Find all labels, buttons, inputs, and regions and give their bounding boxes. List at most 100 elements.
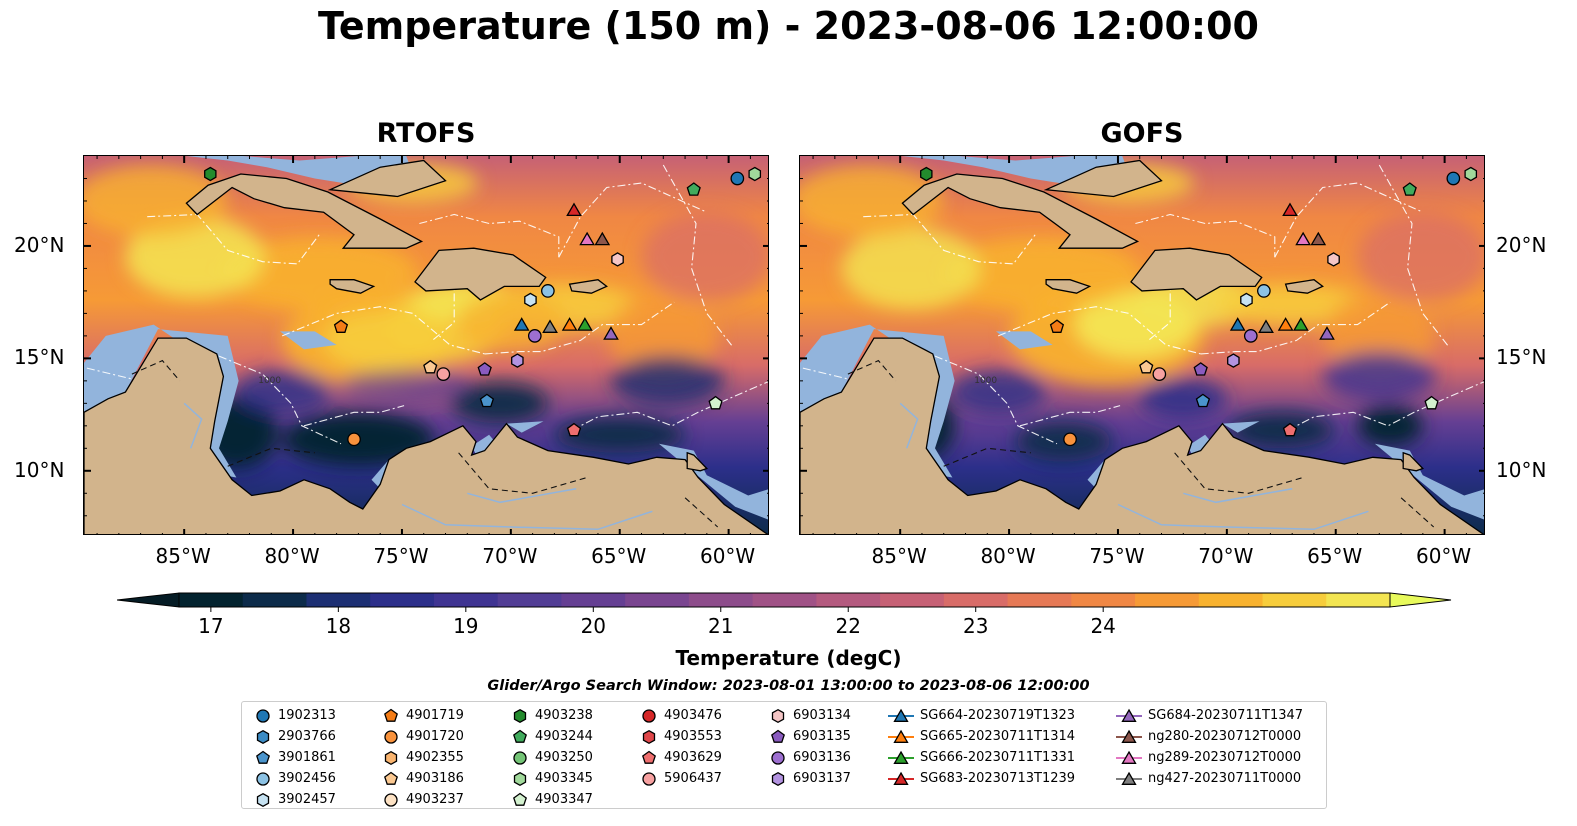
landmass xyxy=(1043,159,1163,198)
temperature-feature xyxy=(125,216,265,298)
legend-label: 1902313 xyxy=(278,708,336,723)
colorbar-segment xyxy=(688,593,754,607)
legend-item: ng280-20230712T0000 xyxy=(1116,726,1303,747)
colorbar-segment xyxy=(179,593,244,607)
map-marker-SG684-20230711T1347 xyxy=(1319,326,1335,340)
legend-marker-icon xyxy=(893,708,909,722)
legend-item: ng289-20230712T0000 xyxy=(1116,747,1303,768)
legend-item: 4903629 xyxy=(640,747,722,768)
landmass xyxy=(1402,451,1424,472)
landmass xyxy=(686,451,708,472)
lon-tick-label: 80°W xyxy=(264,544,320,568)
map-marker-4903186 xyxy=(423,359,438,374)
legend-marker-icon xyxy=(642,750,656,764)
colorbar-segment xyxy=(1135,593,1200,607)
temperature-feature xyxy=(340,369,472,402)
temperature-feature xyxy=(611,356,725,406)
legend-label: 6903136 xyxy=(793,750,851,765)
legend-item: 6903134 xyxy=(769,705,851,726)
map-marker-4903244 xyxy=(1402,182,1417,196)
lon-tick-label: 65°W xyxy=(1307,544,1363,568)
landmass xyxy=(84,337,768,534)
colorbar-label: Temperature (degC) xyxy=(675,646,902,670)
legend-marker-icon xyxy=(893,729,909,743)
map-marker-6903135 xyxy=(1193,362,1208,376)
eez-boundary xyxy=(863,213,1036,265)
country-border xyxy=(847,359,897,382)
legend-marker-icon xyxy=(771,750,785,765)
landmass xyxy=(1130,247,1263,301)
colorbar-tick-label: 24 xyxy=(1090,614,1115,638)
colorbar-segment xyxy=(1262,593,1327,607)
legend-marker-icon xyxy=(256,771,270,786)
map-marker-SG683-20230713T1239 xyxy=(1282,202,1298,217)
temperature-feature xyxy=(221,236,418,309)
legend-item: SG664-20230719T1323 xyxy=(888,705,1075,726)
map-marker-SG683-20230713T1239 xyxy=(566,202,582,217)
map-marker-4903345 xyxy=(748,166,762,182)
legend-marker-icon xyxy=(384,792,398,807)
colorbar-segment xyxy=(306,593,371,607)
isobath-label: 1000 xyxy=(974,376,997,386)
legend-item: SG666-20230711T1331 xyxy=(888,747,1075,768)
eez-boundary xyxy=(281,306,485,355)
eez-boundary xyxy=(303,405,405,427)
legend-item: 4903237 xyxy=(382,789,464,810)
lon-tick-label: 60°W xyxy=(699,544,756,568)
map-marker-ng427-20230711T0000 xyxy=(1258,319,1274,333)
landmass xyxy=(185,173,424,249)
country-border xyxy=(227,447,315,467)
figure-title: Temperature (150 m) - 2023-08-06 12:00:0… xyxy=(317,4,1259,48)
map-marker-4901720 xyxy=(1063,432,1077,447)
map-marker-ng280-20230712T0000 xyxy=(594,231,611,246)
legend-label: 4903553 xyxy=(664,729,722,744)
eez-boundary xyxy=(147,213,320,265)
temperature-feature xyxy=(1357,212,1484,303)
map-gofs[interactable]: 1000 xyxy=(799,155,1485,535)
lat-tick-label-right: 10°N xyxy=(1496,457,1547,482)
river xyxy=(899,402,919,449)
map-marker-4903629 xyxy=(1282,422,1298,437)
lat-tick-label-left: 20°N xyxy=(14,232,65,257)
map-marker-SG665-20230711T1314 xyxy=(561,317,578,331)
landmass xyxy=(414,247,547,301)
eez-boundary xyxy=(484,301,675,355)
legend-marker-icon xyxy=(256,708,270,723)
legend-label: ng427-20230711T0000 xyxy=(1148,771,1302,786)
landmass xyxy=(327,159,447,198)
colorbar-tick-label: 19 xyxy=(453,614,478,638)
lon-tick-label: 65°W xyxy=(591,544,647,568)
eez-boundary xyxy=(662,164,734,348)
colorbar-tick-label: 23 xyxy=(963,614,988,638)
shallow-shelf xyxy=(996,331,1053,350)
legend-item: 4901719 xyxy=(382,705,464,726)
legend-marker-icon xyxy=(384,729,398,744)
map-marker-6903134 xyxy=(611,252,624,267)
legend-marker-icon xyxy=(384,750,398,765)
shallow-shelf xyxy=(280,331,337,350)
eez-boundary xyxy=(1019,405,1121,427)
map-marker-3902457 xyxy=(524,292,537,308)
legend-label: 4903250 xyxy=(535,750,593,765)
eez-boundary xyxy=(1135,213,1276,258)
legend-item: 6903136 xyxy=(769,747,851,768)
lon-tick-label: 85°W xyxy=(871,544,927,568)
legend-label: 4903237 xyxy=(406,792,464,807)
legend-label: ng280-20230712T0000 xyxy=(1148,729,1302,744)
legend-item: 4903250 xyxy=(511,747,593,768)
lat-tick-label-left: 10°N xyxy=(14,457,65,482)
colorbar-segment xyxy=(752,593,817,607)
legend-marker-icon xyxy=(1121,729,1137,743)
legend-column: 4901719 4901720 4902355 4903186 4903237 xyxy=(382,705,464,810)
legend-label: SG665-20230711T1314 xyxy=(920,729,1076,744)
colorbar-extend-low xyxy=(117,592,180,608)
legend-marker-icon xyxy=(513,750,527,765)
legend-item: 3902457 xyxy=(254,789,336,810)
isobath-label: 1000 xyxy=(258,376,281,386)
map-marker-4901719 xyxy=(1049,319,1065,333)
temperature-feature xyxy=(1322,351,1436,402)
map-rtofs[interactable]: 1000 xyxy=(83,155,769,535)
lon-tick-label: 75°W xyxy=(1089,544,1145,568)
colorbar-segment xyxy=(1198,593,1264,607)
map-marker-5906437 xyxy=(1152,367,1167,381)
